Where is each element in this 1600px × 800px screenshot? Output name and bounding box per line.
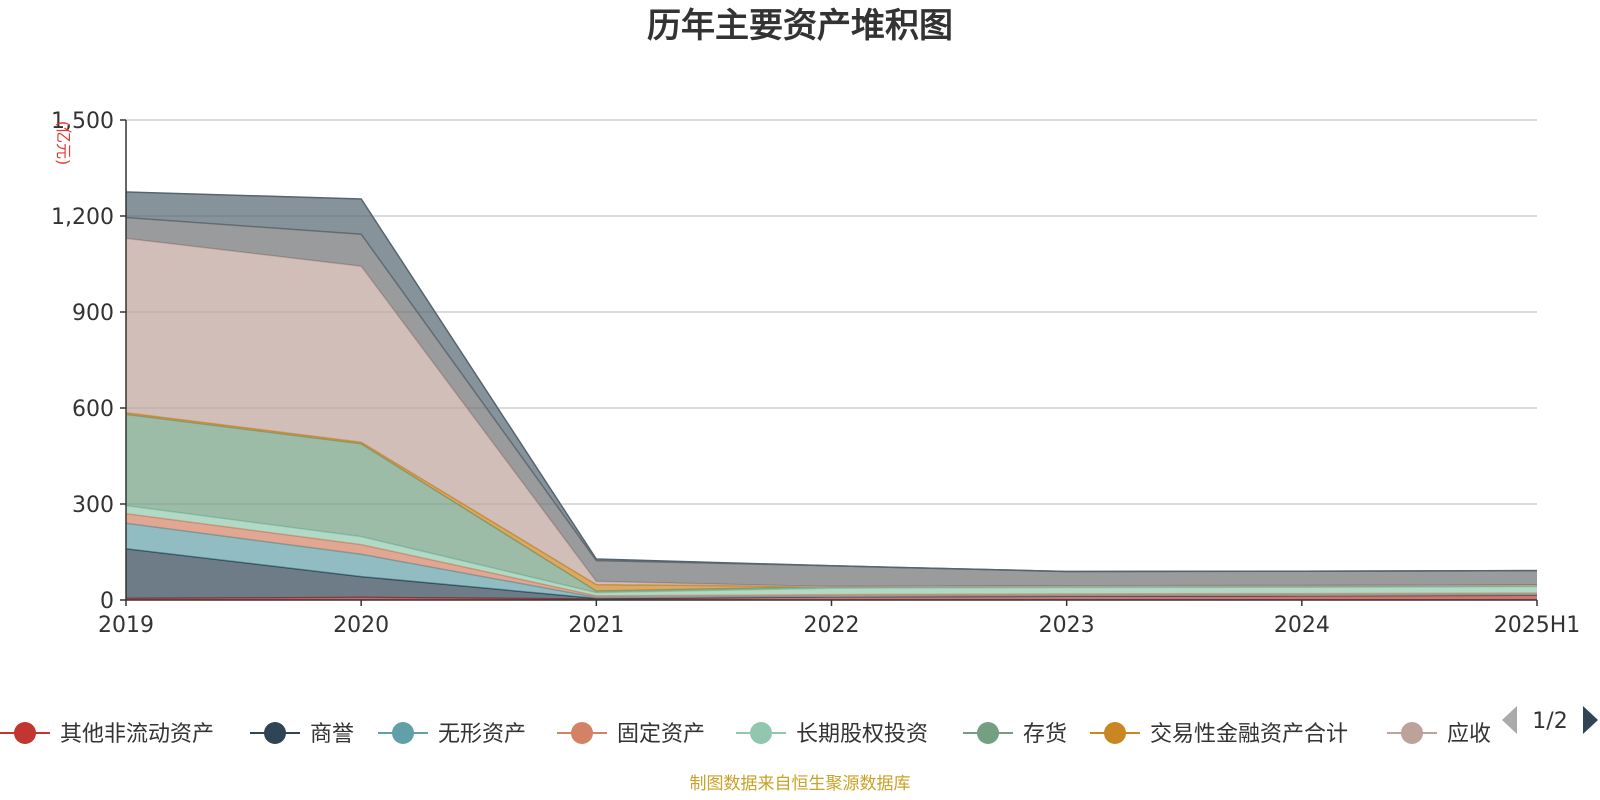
x-axis-ticks: 2019 2020 2021 2022 2023 2024 2025H1 xyxy=(98,600,1580,638)
legend-dot-icon xyxy=(750,722,772,744)
legend-item-8[interactable]: 应收 xyxy=(1387,722,1491,747)
legend-pager: 1/2 xyxy=(1502,706,1598,734)
legend-label: 无形资产 xyxy=(438,722,526,747)
legend-page-indicator: 1/2 xyxy=(1532,709,1567,734)
legend-dot-icon xyxy=(977,722,999,744)
area-series xyxy=(125,191,1538,600)
legend-label: 应收 xyxy=(1447,722,1491,747)
legend-label: 长期股权投资 xyxy=(796,722,928,747)
area-5[interactable] xyxy=(126,505,1537,596)
x-tick-label: 2024 xyxy=(1274,613,1330,638)
x-tick-label: 2023 xyxy=(1039,613,1095,638)
legend-label: 交易性金融资产合计 xyxy=(1150,722,1348,747)
legend-dot-icon xyxy=(264,722,286,744)
y-axis-ticks: 1,500 1,200 900 600 300 0 xyxy=(51,109,126,614)
x-tick-label: 2019 xyxy=(98,613,154,638)
legend-label: 商誉 xyxy=(310,722,354,747)
chart-title: 历年主要资产堆积图 xyxy=(647,6,953,46)
y-tick-label: 0 xyxy=(100,589,114,614)
legend-item-5[interactable]: 长期股权投资 xyxy=(736,722,928,747)
x-tick-label: 2020 xyxy=(333,613,389,638)
legend-dot-icon xyxy=(1401,722,1423,744)
y-tick-label: 900 xyxy=(72,301,114,326)
legend-label: 其他非流动资产 xyxy=(60,722,214,747)
data-source-note: 制图数据来自恒生聚源数据库 xyxy=(690,774,911,794)
legend-dot-icon xyxy=(392,722,414,744)
legend-dot-icon xyxy=(14,722,36,744)
legend-item-4[interactable]: 固定资产 xyxy=(557,722,705,747)
x-tick-label: 2025H1 xyxy=(1494,613,1581,638)
y-tick-label: 300 xyxy=(72,493,114,518)
legend-prev-arrow-icon[interactable] xyxy=(1502,706,1517,734)
area-6[interactable] xyxy=(126,414,1537,593)
legend: 其他非流动资产 商誉 无形资产 固定资产 长期股权投资 存货 交易性金融资产合计 应收 xyxy=(0,722,1491,747)
legend-item-6[interactable]: 存货 xyxy=(963,722,1067,747)
legend-label: 存货 xyxy=(1023,722,1067,747)
legend-label: 固定资产 xyxy=(617,722,705,747)
area-8[interactable] xyxy=(126,238,1537,587)
y-tick-label: 1,200 xyxy=(51,205,114,230)
legend-item-2[interactable]: 商誉 xyxy=(250,722,354,747)
legend-dot-icon xyxy=(571,722,593,744)
y-tick-label: 1,500 xyxy=(51,109,114,134)
area-line-10 xyxy=(125,191,1538,573)
x-tick-label: 2022 xyxy=(804,613,860,638)
legend-dot-icon xyxy=(1104,722,1126,744)
y-tick-label: 600 xyxy=(72,397,114,422)
y-axis-unit-label: (亿元) xyxy=(54,121,73,166)
x-tick-label: 2021 xyxy=(568,613,624,638)
area-9[interactable] xyxy=(126,217,1537,587)
legend-item-3[interactable]: 无形资产 xyxy=(378,722,526,747)
area-3[interactable] xyxy=(126,523,1537,599)
area-2[interactable] xyxy=(126,548,1537,599)
legend-item-7[interactable]: 交易性金融资产合计 xyxy=(1090,722,1348,747)
legend-next-arrow-icon[interactable] xyxy=(1583,706,1598,734)
legend-item-1[interactable]: 其他非流动资产 xyxy=(0,722,214,747)
